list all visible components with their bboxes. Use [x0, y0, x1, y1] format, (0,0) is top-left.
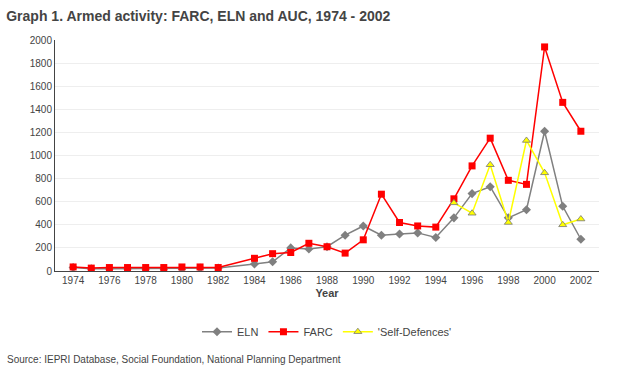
svg-text:Graph 1. Armed activity: FARC,: Graph 1. Armed activity: FARC, ELN and A…	[6, 8, 390, 24]
svg-text:Source: IEPRI Database, Social: Source: IEPRI Database, Social Foundatio…	[7, 354, 341, 365]
svg-text:1998: 1998	[497, 275, 520, 286]
svg-text:0: 0	[46, 266, 52, 277]
svg-text:Year: Year	[315, 287, 339, 299]
svg-text:FARC: FARC	[303, 326, 332, 338]
svg-text:1990: 1990	[352, 275, 375, 286]
svg-text:1988: 1988	[316, 275, 339, 286]
svg-text:400: 400	[35, 219, 52, 230]
svg-text:1974: 1974	[62, 275, 85, 286]
svg-text:600: 600	[35, 196, 52, 207]
svg-text:1996: 1996	[461, 275, 484, 286]
svg-text:800: 800	[35, 173, 52, 184]
svg-text:1984: 1984	[243, 275, 266, 286]
svg-text:1976: 1976	[98, 275, 121, 286]
svg-text:1400: 1400	[30, 104, 53, 115]
svg-text:'Self-Defences': 'Self-Defences'	[378, 326, 451, 338]
svg-text:1986: 1986	[280, 275, 303, 286]
svg-text:1980: 1980	[171, 275, 194, 286]
svg-text:2002: 2002	[570, 275, 593, 286]
svg-text:1994: 1994	[425, 275, 448, 286]
svg-text:2000: 2000	[533, 275, 556, 286]
svg-text:1000: 1000	[30, 150, 53, 161]
svg-text:1600: 1600	[30, 81, 53, 92]
svg-text:1800: 1800	[30, 58, 53, 69]
svg-text:1200: 1200	[30, 127, 53, 138]
svg-text:1982: 1982	[207, 275, 230, 286]
svg-text:2000: 2000	[30, 35, 53, 46]
svg-text:ELN: ELN	[237, 326, 258, 338]
svg-text:1978: 1978	[135, 275, 158, 286]
svg-text:200: 200	[35, 242, 52, 253]
svg-text:1992: 1992	[388, 275, 411, 286]
